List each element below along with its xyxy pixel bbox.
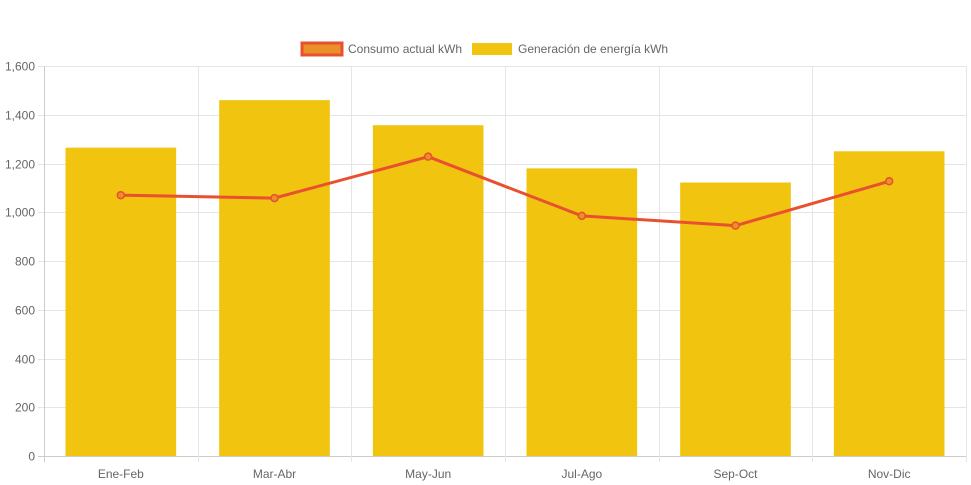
y-tick-label: 1,000 xyxy=(5,206,35,220)
x-tick-label: Mar-Abr xyxy=(253,467,296,481)
line-point[interactable] xyxy=(884,177,894,186)
y-axis: 0 200 400 600 800 1,000 1,200 1,400 1,600 xyxy=(5,60,35,464)
legend-swatch-generacion xyxy=(472,43,512,55)
y-tick-label: 200 xyxy=(15,401,35,415)
x-axis: Ene-Feb Mar-Abr May-Jun Jul-Ago Sep-Oct Nov-D… xyxy=(98,467,911,481)
legend-label-consumo: Consumo actual kWh xyxy=(348,42,462,56)
legend-swatch-consumo xyxy=(300,41,344,57)
x-tick-label: Nov-Dic xyxy=(868,467,911,481)
legend-item-consumo[interactable]: Consumo actual kWh xyxy=(300,41,462,57)
y-tick-label: 800 xyxy=(15,255,35,269)
line-point[interactable] xyxy=(423,152,433,161)
line-path xyxy=(120,155,890,228)
y-tick-label: 0 xyxy=(28,450,35,464)
legend-label-generacion: Generación de energía kWh xyxy=(518,42,668,56)
y-tick-label: 1,200 xyxy=(5,158,35,172)
bar[interactable] xyxy=(372,125,484,456)
x-tick-label: Ene-Feb xyxy=(98,467,144,481)
y-tick-label: 1,600 xyxy=(5,60,35,74)
y-tick-label: 400 xyxy=(15,353,35,367)
line-point[interactable] xyxy=(577,211,587,221)
y-tick-label: 600 xyxy=(15,304,35,318)
grid xyxy=(38,66,967,462)
legend-item-generacion[interactable]: Generación de energía kWh xyxy=(472,42,668,56)
line-series xyxy=(116,152,894,230)
x-tick-label: Sep-Oct xyxy=(713,467,758,481)
line-point[interactable] xyxy=(116,190,126,200)
line-point[interactable] xyxy=(731,221,740,230)
bar[interactable] xyxy=(833,151,945,456)
bar[interactable] xyxy=(219,100,330,456)
legend[interactable]: Consumo actual kWh Generación de energía… xyxy=(300,41,668,57)
line-point[interactable] xyxy=(270,193,279,203)
x-tick-label: May-Jun xyxy=(405,467,451,481)
bar[interactable] xyxy=(526,168,638,456)
x-tick-label: Jul-Ago xyxy=(561,467,602,481)
y-tick-label: 1,400 xyxy=(5,109,35,123)
